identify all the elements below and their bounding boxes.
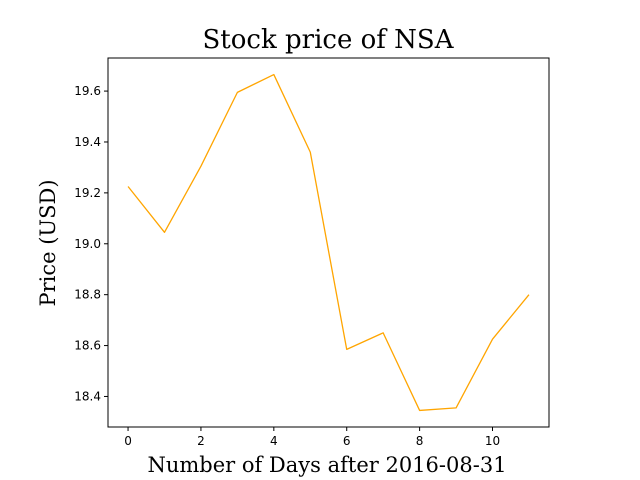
series-layer [127, 73, 530, 412]
x-tick-label: 10 [485, 434, 500, 448]
y-tick-label: 19.4 [74, 135, 101, 149]
y-axis-label: Price (USD) [36, 179, 60, 306]
chart-title: Stock price of NSA [203, 25, 455, 55]
y-tick-label: 18.4 [74, 389, 101, 403]
x-tick-label: 2 [197, 434, 205, 448]
y-tick-label: 19.6 [74, 84, 101, 98]
x-tick-label: 0 [124, 434, 132, 448]
y-tick-label: 19.0 [74, 237, 101, 251]
plot-area [107, 57, 550, 428]
x-tick-label: 4 [270, 434, 278, 448]
y-tick-label: 19.2 [74, 186, 101, 200]
series-line [127, 73, 530, 412]
x-axis-label: Number of Days after 2016-08-31 [147, 453, 506, 477]
y-axis: 18.4 18.6 18.8 19.0 19.2 19.4 19.6 [74, 84, 108, 403]
x-tick-label: 6 [343, 434, 351, 448]
y-tick-label: 18.6 [74, 339, 101, 353]
x-axis: 0 2 4 6 8 10 [124, 427, 500, 448]
y-tick-label: 18.8 [74, 288, 101, 302]
x-tick-label: 8 [416, 434, 424, 448]
